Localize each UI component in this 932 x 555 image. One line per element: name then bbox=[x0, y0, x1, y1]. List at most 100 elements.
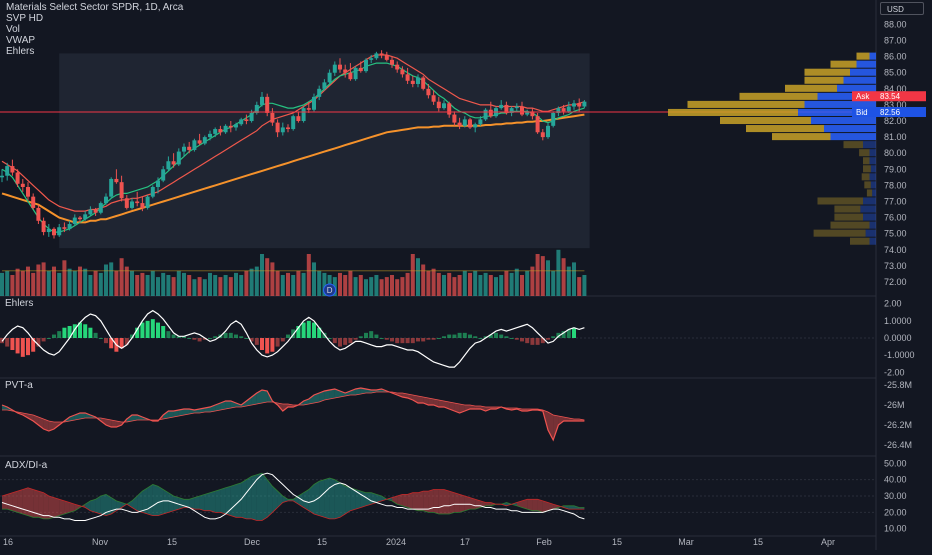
candle-body bbox=[410, 80, 415, 84]
candle-body bbox=[301, 108, 306, 122]
volume-bar bbox=[145, 275, 150, 296]
ehlers-pane[interactable] bbox=[0, 309, 876, 368]
pvt-fill bbox=[360, 388, 366, 394]
volume-bar bbox=[447, 272, 452, 296]
pvt-fast-line bbox=[1, 387, 585, 442]
volume-bar bbox=[72, 270, 77, 296]
ehlers-hist-bar bbox=[416, 338, 420, 342]
price-pane[interactable]: D bbox=[0, 50, 876, 297]
ehlers-hist-bar bbox=[176, 336, 181, 338]
adx-di-fill bbox=[142, 487, 148, 514]
candle-body bbox=[130, 201, 134, 208]
ehlers-hist-bar bbox=[348, 338, 353, 344]
indicator-ehlers-label[interactable]: Ehlers bbox=[6, 46, 35, 57]
volume-profile-down bbox=[850, 237, 870, 245]
pvt-fill bbox=[464, 405, 470, 411]
pvt-fill bbox=[111, 420, 117, 427]
ehlers-hist-bar bbox=[457, 332, 462, 338]
candle-body bbox=[468, 119, 472, 128]
indicator-vwap-label[interactable]: VWAP bbox=[6, 35, 36, 46]
pvt-fill bbox=[553, 415, 559, 440]
ehlers-hist-bar bbox=[270, 338, 275, 352]
adx-di-fill bbox=[459, 494, 465, 513]
candle-body bbox=[109, 178, 114, 197]
candle-body bbox=[171, 161, 176, 165]
candle-body bbox=[514, 106, 519, 109]
ehlers-hist-bar bbox=[88, 327, 93, 338]
volume-bar bbox=[104, 264, 108, 296]
ehlers-hist-bar bbox=[364, 332, 368, 338]
volume-bar bbox=[416, 258, 420, 296]
x-axis-label: 15 bbox=[317, 537, 327, 547]
volume-bar bbox=[410, 254, 415, 296]
candle-body bbox=[291, 116, 296, 130]
pvt-fill bbox=[80, 413, 86, 419]
candle-body bbox=[124, 198, 129, 208]
volume-bar bbox=[556, 249, 561, 296]
symbol-title[interactable]: Materials Select Sector SPDR, 1D, Arca bbox=[6, 2, 184, 13]
volume-bar bbox=[57, 272, 62, 296]
ehlers-hist-bar bbox=[41, 338, 46, 342]
indicator-vol-label[interactable]: Vol bbox=[6, 24, 20, 35]
adx-di-fill bbox=[132, 496, 138, 511]
ehlers-hist-bar bbox=[499, 334, 504, 338]
adx-pane[interactable] bbox=[0, 472, 876, 521]
ehlers-hist-bar bbox=[104, 338, 108, 344]
volume-profile-up bbox=[872, 189, 876, 197]
adx-di-fill bbox=[74, 504, 80, 511]
adx-di-fill bbox=[262, 473, 268, 521]
pvt-fill bbox=[132, 415, 138, 421]
adx-di-fill bbox=[152, 484, 158, 516]
adx-di-fill bbox=[470, 497, 476, 510]
price-axis-label: 84.00 bbox=[884, 84, 907, 94]
x-axis-label: 17 bbox=[460, 537, 470, 547]
candle-body bbox=[525, 111, 530, 115]
volume-profile-up bbox=[869, 149, 876, 157]
volume-bar bbox=[20, 270, 25, 296]
pvt-fill bbox=[288, 404, 294, 407]
ehlers-hist-bar bbox=[265, 338, 270, 354]
adx-di-fill bbox=[100, 494, 106, 516]
adx-di-fill bbox=[251, 474, 257, 521]
ehlers-hist-bar bbox=[338, 338, 342, 347]
volume-bar bbox=[384, 277, 389, 296]
indicator-svp-label[interactable]: SVP HD bbox=[6, 13, 44, 24]
ehlers-axis-label: -2.00 bbox=[884, 367, 905, 377]
candle-body bbox=[520, 106, 524, 115]
candle-body bbox=[540, 132, 545, 138]
adx-di-fill bbox=[158, 486, 164, 516]
pvt-pane[interactable] bbox=[1, 387, 585, 442]
ehlers-hist-bar bbox=[78, 322, 82, 338]
adx-di-fill bbox=[54, 497, 60, 518]
volume-bar bbox=[10, 275, 15, 296]
candle-body bbox=[15, 172, 20, 184]
adx-di-fill bbox=[163, 489, 169, 514]
candle-body bbox=[26, 186, 30, 197]
volume-profile-up bbox=[869, 221, 876, 229]
pvt-slow-line bbox=[2, 391, 585, 423]
candle-body bbox=[208, 133, 212, 138]
volume-bar bbox=[67, 268, 72, 296]
ehlers-hist-bar bbox=[421, 338, 426, 342]
candle-body bbox=[218, 129, 223, 133]
pvt-fill bbox=[319, 391, 325, 402]
ehlers-hist-bar bbox=[57, 331, 62, 338]
adx-di-fill bbox=[7, 492, 13, 511]
volume-profile-up bbox=[869, 157, 876, 165]
volume-bar bbox=[5, 270, 10, 296]
adx-di-fill bbox=[532, 499, 538, 511]
candle-body bbox=[343, 69, 348, 73]
pvt-fill bbox=[371, 390, 377, 393]
adx-di-fill bbox=[241, 479, 247, 519]
ehlers-hist-bar bbox=[556, 332, 561, 338]
volume-bar bbox=[338, 272, 342, 296]
pvt-fill bbox=[225, 401, 231, 409]
adx-di-fill bbox=[199, 494, 205, 511]
pvt-fill bbox=[48, 421, 54, 431]
currency-selector[interactable]: USD bbox=[880, 2, 924, 15]
ehlers-hist-bar bbox=[442, 336, 446, 338]
volume-bar bbox=[31, 272, 36, 296]
ehlers-hist-bar bbox=[447, 334, 452, 338]
